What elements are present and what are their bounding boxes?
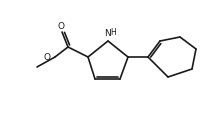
Text: N: N	[105, 29, 111, 38]
Text: O: O	[57, 22, 65, 31]
Text: H: H	[110, 28, 116, 37]
Text: O: O	[43, 53, 50, 62]
